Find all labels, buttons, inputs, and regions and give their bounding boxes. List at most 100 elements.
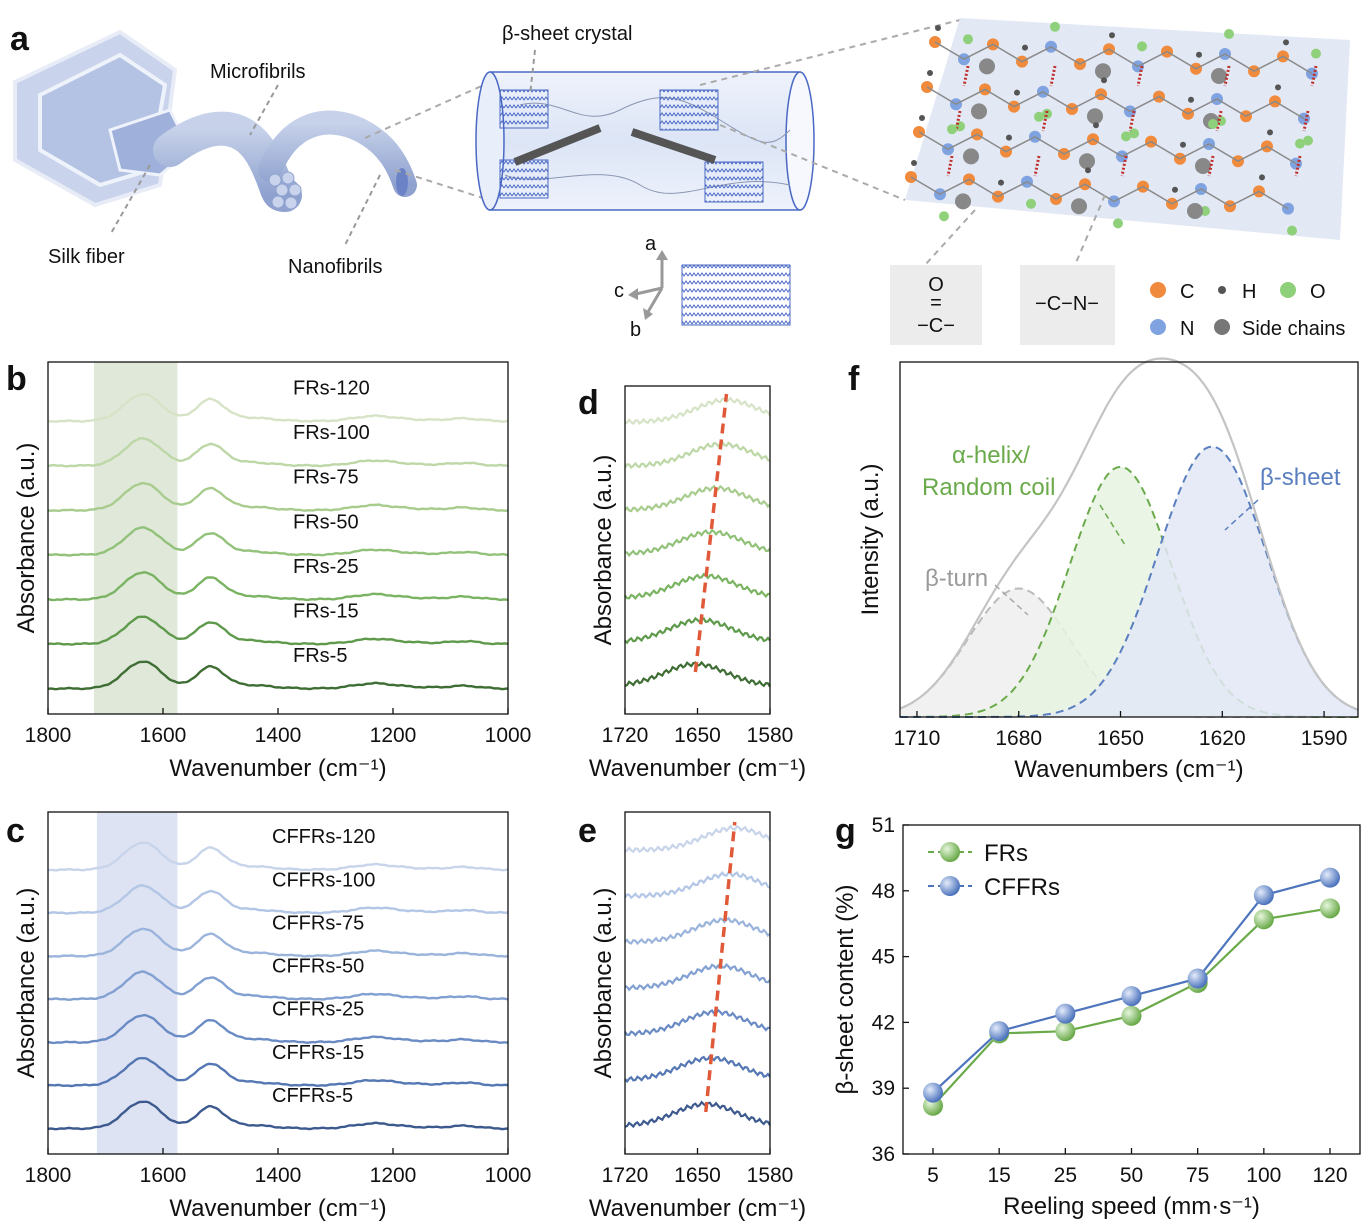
panel-c-chart: CFFRs-120 CFFRs-100 CFFRs-75 CFFRs-50 CFFRs-… <box>13 811 531 1222</box>
x-axis-label: Wavenumber (cm⁻¹) <box>589 1195 806 1222</box>
x-tick-label: 1650 <box>1097 727 1144 750</box>
x-axis-label: Wavenumber (cm⁻¹) <box>169 755 386 782</box>
spectrum-line <box>47 615 509 646</box>
panel-g-chart: FRs CFFRs 5 15 25 50 75 100 120 36 39 42 45 48 51 Reeli… <box>832 814 1361 1220</box>
series-label: CFFRs-25 <box>272 999 364 1021</box>
zoom-spectrum-line <box>624 616 771 645</box>
atom-legend: C H O N Side chains <box>1150 281 1345 340</box>
component-area <box>900 466 1358 717</box>
y-axis-label: β-sheet content (%) <box>832 885 859 1095</box>
series-label: FRs-120 <box>293 378 370 400</box>
data-point <box>1320 867 1340 888</box>
side-chain-dot <box>1214 319 1230 335</box>
zoom-spectrum-line <box>624 824 771 854</box>
y-tick-label: 36 <box>872 1143 895 1166</box>
panel-d-chart: 1720 1650 1580 Wavenumber (cm⁻¹) Absorbance … <box>589 385 806 782</box>
panel-a: a Silk fiber Microfibrils Nanofibrils <box>10 18 1350 345</box>
series-label: FRs-5 <box>293 645 347 667</box>
zoom-spectrum-line <box>624 484 771 513</box>
panel-label-b: b <box>6 360 27 398</box>
data-point <box>989 1021 1010 1042</box>
x-tick-label: 5 <box>927 1164 939 1187</box>
y-tick-label: 51 <box>872 814 895 837</box>
legend-label: FRs <box>984 840 1028 867</box>
series-label: CFFRs-5 <box>272 1085 353 1107</box>
legend-n: N <box>1180 318 1194 340</box>
x-tick-label: 100 <box>1246 1164 1281 1187</box>
highlight-band <box>96 812 178 1154</box>
highlight-band <box>94 362 178 714</box>
y-tick-label: 42 <box>872 1011 895 1034</box>
molecular-sheet <box>905 18 1350 240</box>
legend-marker <box>940 842 960 862</box>
spectrum-line <box>47 570 509 602</box>
data-point <box>1121 986 1142 1007</box>
zoom-spectrum-line <box>624 1054 771 1084</box>
legend-marker <box>940 876 960 896</box>
carbonyl-double-bond: = <box>930 292 942 314</box>
label-nanofibrils: Nanofibrils <box>288 256 382 278</box>
zoom-spectrum-line <box>624 916 771 946</box>
panel-label-e: e <box>578 812 597 850</box>
carbonyl-c: −C− <box>917 315 955 337</box>
x-axis-label: Wavenumbers (cm⁻¹) <box>1014 756 1243 783</box>
label-beta-sheet-crystal: β-sheet crystal <box>502 23 632 45</box>
beta-sheet-crystal-icon <box>681 264 791 326</box>
panel-f-chart: 1710 1680 1650 1620 1590 Wavenumbers (cm⁻¹) In… <box>857 357 1359 783</box>
zoom-spectrum-line <box>624 871 771 900</box>
series-label: FRs-50 <box>293 511 359 533</box>
x-tick-label: 1580 <box>747 724 794 747</box>
x-tick-label: 75 <box>1186 1164 1209 1187</box>
x-tick-label: 1720 <box>602 724 649 747</box>
spectrum-line <box>47 970 509 1002</box>
data-point <box>923 1082 943 1103</box>
oxygen-dot <box>1280 282 1296 298</box>
spectrum-line <box>47 436 509 468</box>
nanofibril-cylinder <box>475 71 815 211</box>
spectrum-line <box>47 927 509 958</box>
legend-o: O <box>1310 281 1326 303</box>
x-tick-label: 1400 <box>255 1164 302 1187</box>
x-axis-label: Reeling speed (mm·s⁻¹) <box>1003 1193 1260 1220</box>
zoom-spectrum-line <box>624 528 771 557</box>
carbonyl-o: O <box>928 274 944 296</box>
y-axis-label: Absorbance (a.u.) <box>590 455 617 646</box>
carbon-dot <box>1150 282 1166 298</box>
series-label: FRs-75 <box>293 467 359 489</box>
data-point <box>1320 898 1340 919</box>
x-axis-label: Wavenumber (cm⁻¹) <box>589 755 806 782</box>
x-tick-label: 50 <box>1120 1164 1143 1187</box>
series-label: FRs-100 <box>293 422 370 444</box>
spectrum-line <box>47 660 509 691</box>
x-tick-label: 1710 <box>894 727 941 750</box>
x-tick-label: 25 <box>1054 1164 1077 1187</box>
label-silk-fiber: Silk fiber <box>48 246 125 268</box>
crystal-axes: a c b <box>614 233 791 341</box>
zoom-spectrum-line <box>624 962 771 992</box>
axis-b-label: b <box>630 319 641 341</box>
data-point <box>1055 1021 1076 1042</box>
axis-a-label: a <box>645 233 657 255</box>
series-label: CFFRs-15 <box>272 1042 364 1064</box>
panel-label-d: d <box>578 384 599 422</box>
data-point <box>1253 909 1274 930</box>
hydrogen-dot <box>1218 286 1226 294</box>
y-axis-label: Absorbance (a.u.) <box>13 888 40 1079</box>
data-point <box>1187 968 1208 989</box>
zoom-spectrum-line <box>624 1100 771 1129</box>
beta-sheet-label: β-sheet <box>1260 464 1341 491</box>
x-tick-label: 120 <box>1312 1164 1347 1187</box>
x-tick-label: 1680 <box>995 727 1042 750</box>
spectrum-line <box>47 1057 509 1088</box>
series-label: FRs-25 <box>293 556 359 578</box>
series-label: CFFRs-100 <box>272 869 375 891</box>
legend-side-chains: Side chains <box>1242 318 1345 340</box>
y-axis-label: Absorbance (a.u.) <box>13 443 40 634</box>
panel-label-g: g <box>835 812 856 850</box>
zoom-spectrum-line <box>624 396 771 426</box>
x-tick-label: 1800 <box>25 1164 72 1187</box>
y-axis-label: Absorbance (a.u.) <box>590 888 617 1079</box>
spectrum-line <box>47 1100 509 1131</box>
amide-group-box: −C−N− <box>1020 265 1115 345</box>
